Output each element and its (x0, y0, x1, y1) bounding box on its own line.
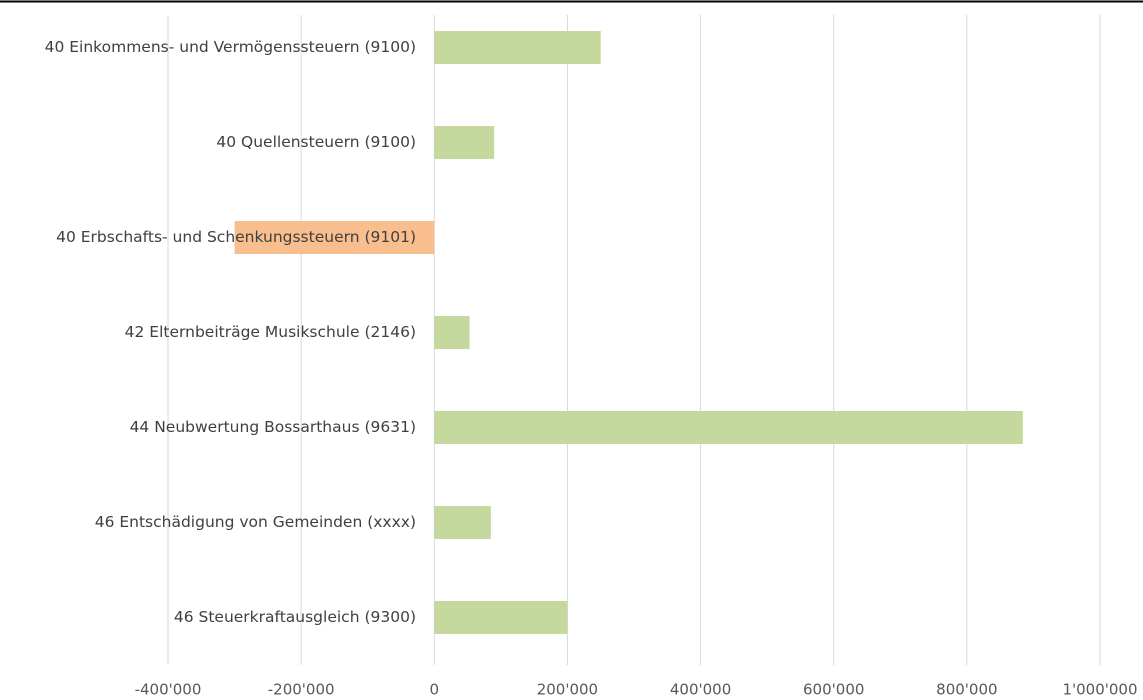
bar (434, 126, 495, 159)
bar (234, 221, 435, 254)
y-tick-label: 46 Steuerkraftausgleich (9300) (174, 608, 416, 626)
bar (434, 316, 470, 349)
bar (434, 506, 491, 539)
y-tick-label: 40 Quellensteuern (9100) (216, 133, 416, 151)
bar (434, 411, 1023, 444)
x-tick-label: 600'000 (803, 681, 864, 699)
x-tick-label: 800'000 (936, 681, 997, 699)
x-tick-label: -200'000 (268, 681, 335, 699)
x-tick-label: 200'000 (537, 681, 598, 699)
x-tick-label: -400'000 (135, 681, 202, 699)
y-tick-label: 40 Erbschafts- und Schenkungssteuern (91… (56, 228, 416, 246)
y-tick-label: 42 Elternbeiträge Musikschule (2146) (125, 323, 416, 341)
y-tick-label: 44 Neubwertung Bossarthaus (9631) (130, 418, 416, 436)
y-tick-label: 40 Einkommens- und Vermögenssteuern (910… (45, 38, 416, 56)
x-tick-label: 1'000'000 (1062, 681, 1137, 699)
bar (434, 31, 601, 64)
x-tick-label: 0 (430, 681, 440, 699)
bar (434, 601, 568, 634)
y-tick-label: 46 Entschädigung von Gemeinden (xxxx) (95, 513, 416, 531)
x-tick-label: 400'000 (670, 681, 731, 699)
